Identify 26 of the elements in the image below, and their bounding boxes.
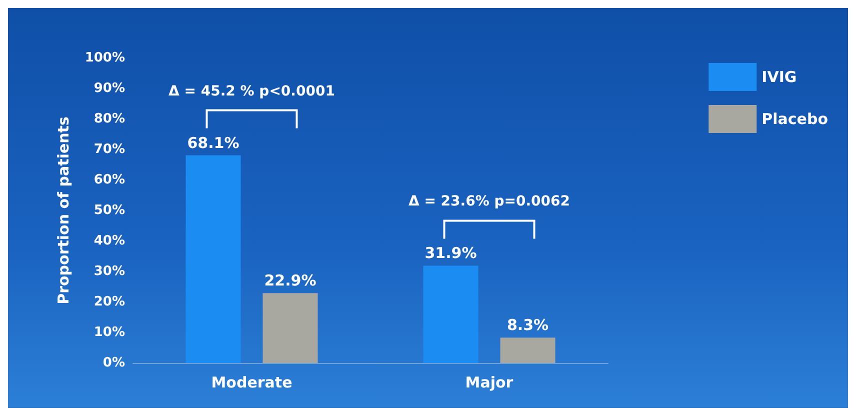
y-tick-label: 100%	[84, 50, 125, 66]
y-tick-label: 90%	[94, 81, 125, 96]
data-label: 8.3%	[506, 316, 549, 334]
bar	[186, 155, 241, 363]
x-tick-label: Moderate	[211, 374, 292, 392]
y-tick-label: 40%	[94, 234, 125, 248]
y-tick-label: 0%	[102, 356, 125, 370]
legend-label: Placebo	[762, 110, 828, 128]
bar	[500, 338, 556, 363]
bar	[423, 266, 478, 363]
y-tick-label: 10%	[94, 325, 125, 340]
annotation: Δ = 23.6% p=0.0062	[408, 194, 570, 210]
y-tick-label: 50%	[94, 203, 125, 218]
data-label: 31.9%	[424, 244, 477, 262]
y-tick-label: 80%	[94, 112, 125, 126]
x-tick-label: Major	[465, 374, 514, 392]
y-tick-label: 60%	[94, 172, 125, 188]
legend-label: IVIG	[762, 68, 797, 86]
y-tick-label: 70%	[94, 142, 125, 157]
data-label: 22.9%	[264, 272, 316, 290]
y-tick-label: 20%	[94, 294, 125, 310]
annotation: Δ = 45.2 % p<0.0001	[168, 83, 335, 100]
y-tick-label: 30%	[94, 264, 125, 279]
y-axis-title: Proportion of patients	[54, 116, 72, 304]
data-label: 68.1%	[187, 134, 240, 152]
bar	[262, 293, 318, 363]
